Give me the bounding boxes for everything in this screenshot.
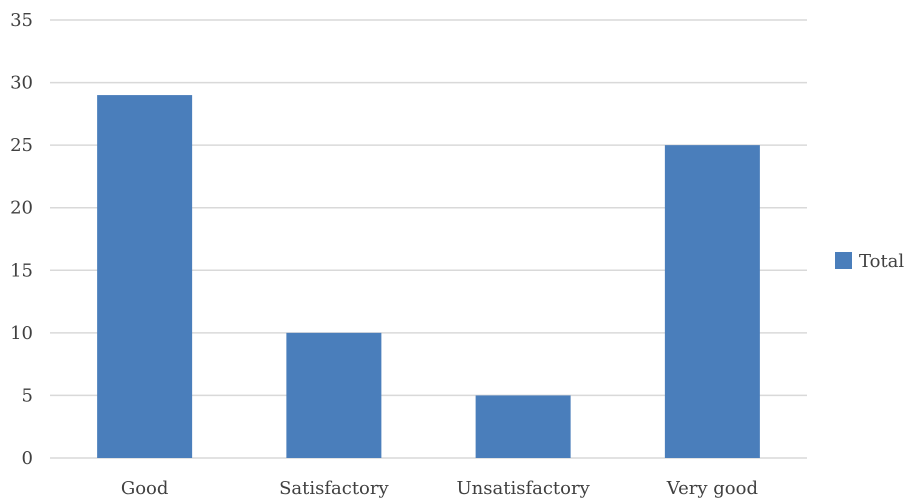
legend: Total	[835, 251, 904, 272]
x-category-label: Satisfactory	[279, 478, 389, 499]
x-category-label: Very good	[666, 478, 758, 499]
y-tick-label: 5	[22, 385, 33, 406]
bar-very-good	[664, 145, 760, 458]
bar-satisfactory	[286, 332, 382, 458]
bars	[97, 95, 760, 458]
y-tick-label: 15	[10, 260, 33, 281]
bar-good	[97, 95, 193, 458]
x-category-label: Good	[121, 478, 169, 499]
y-tick-label: 10	[10, 323, 33, 344]
legend-label-total: Total	[859, 251, 904, 272]
x-category-label: Unsatisfactory	[456, 478, 590, 499]
bar-unsatisfactory	[475, 395, 571, 458]
x-axis-category-labels: Good Satisfactory Unsatisfactory Very good	[121, 478, 758, 499]
y-tick-label: 25	[10, 135, 33, 156]
legend-swatch-total	[835, 252, 852, 269]
y-axis-tick-labels: 0 5 10 15 20 25 30 35	[10, 10, 33, 469]
y-tick-label: 0	[22, 448, 33, 469]
y-tick-label: 20	[10, 198, 33, 219]
y-tick-label: 35	[10, 10, 33, 31]
y-tick-label: 30	[10, 73, 33, 94]
